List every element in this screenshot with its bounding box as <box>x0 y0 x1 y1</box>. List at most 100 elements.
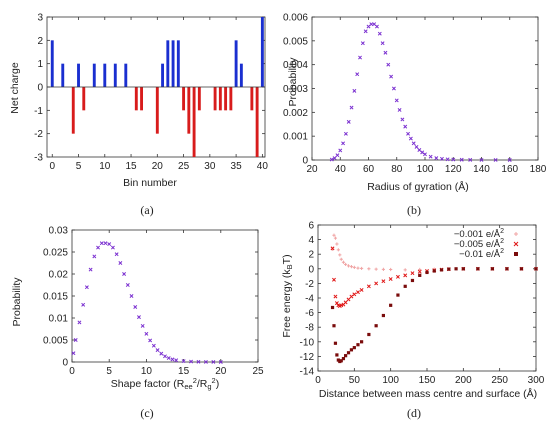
panel-c-point <box>181 359 186 364</box>
panel-d-point <box>330 246 335 251</box>
panel-c-xlabel-sub1: ee <box>184 382 192 391</box>
panel-b-point <box>445 157 450 162</box>
panel-b-point <box>479 157 484 162</box>
panel-b-point <box>358 55 362 60</box>
panel-d-point <box>381 267 385 271</box>
panel-a-y-tick-label: -1 <box>34 106 43 117</box>
panel-b-point <box>375 24 379 29</box>
panel-b-point <box>380 41 385 46</box>
panel-c-point <box>125 283 130 287</box>
panel-b-point <box>355 72 360 77</box>
panel-b-point <box>386 62 391 67</box>
panel-c-point <box>140 323 145 328</box>
panel-a-bar <box>176 40 180 87</box>
panel-d-point <box>417 269 422 274</box>
panel-d-legend-sup: 2 <box>500 238 504 245</box>
panel-c-point <box>174 358 179 363</box>
panel-d-point <box>344 262 348 267</box>
panel-c-x-tick-label: 0 <box>69 366 75 377</box>
panel-a-bar <box>124 63 128 87</box>
panel-a-bar <box>113 63 117 87</box>
panel-c-point <box>159 351 164 356</box>
panel-b-x-tick-label: 120 <box>445 164 462 175</box>
panel-b-point <box>335 153 340 158</box>
panel-c-y-tick-label: 0.005 <box>43 336 68 347</box>
panel-c-y-tick-label: 0 <box>62 358 68 369</box>
panel-c-point <box>189 359 193 364</box>
panel-a-bar <box>218 87 222 111</box>
panel-d-point <box>447 267 451 271</box>
panel-a-y-tick-label: 2 <box>37 36 43 47</box>
panel-b-point <box>360 41 365 46</box>
panel-d-ylabel: Free energy (kBT) <box>281 254 294 337</box>
panel-b-point <box>423 152 427 157</box>
panel-d-point <box>346 297 351 302</box>
panel-d-point <box>346 264 351 268</box>
panel-b-point <box>394 98 399 103</box>
panel-c-y-tick-label: 0.01 <box>49 314 69 325</box>
panel-b-point <box>428 154 433 159</box>
panel-c-point <box>114 252 119 257</box>
panel-a-bar <box>250 87 254 111</box>
panel-b-point <box>439 156 444 161</box>
panel-d-point <box>333 236 338 240</box>
panel-c-y-tick-label: 0.025 <box>43 248 68 259</box>
panel-d-legend-label: −0.01 e/Å2 <box>459 248 504 260</box>
panel-d-point <box>332 277 336 282</box>
panel-c-x-tick-label: 25 <box>252 366 264 377</box>
panel-c-x-tick-label: 10 <box>141 366 153 377</box>
panel-d-y-tick-label: 0 <box>308 264 314 275</box>
panel-c-x-tick-label: 15 <box>178 366 190 377</box>
panel-d-y-tick-label: -2 <box>305 279 314 290</box>
panel-a-bar <box>166 40 170 87</box>
panel-a-bar <box>187 87 191 134</box>
panel-c-xlabel-end: ) <box>216 378 220 390</box>
panel-d-point <box>505 267 509 271</box>
panel-d-point <box>367 332 371 337</box>
panel-d-point <box>356 266 360 270</box>
panel-b-scatter-chart: Probability Radius of gyration (Å) (b) 2… <box>283 13 547 218</box>
panel-c-plot-frame <box>71 229 259 363</box>
panel-b-y-tick-label: 0.001 <box>283 132 308 143</box>
panel-d-point <box>356 343 360 347</box>
panel-b-plot-frame <box>311 16 539 161</box>
panel-d-point <box>519 267 524 271</box>
panel-d-point <box>432 269 436 273</box>
panel-d-point <box>396 293 400 297</box>
panel-b-point <box>420 150 425 155</box>
panel-c-point <box>107 242 112 247</box>
panel-d-point <box>476 267 480 271</box>
panel-b-point <box>397 107 402 112</box>
panel-d-y-tick-label: -8 <box>305 323 314 334</box>
panel-d-legend-label: −0.001 e/Å2 <box>454 228 504 240</box>
panel-b-point <box>377 31 382 36</box>
panel-b-point <box>411 141 416 146</box>
panel-d-point <box>352 265 356 269</box>
panel-b-point <box>346 119 351 124</box>
panel-a-bar-chart: Net charge Bin number (a) 0 5 10 15 20 25 30 35… <box>9 13 268 218</box>
panel-a-x-tick-label: 15 <box>125 161 137 172</box>
panel-d-point <box>410 278 415 283</box>
panel-b-point <box>341 141 346 146</box>
panel-d-point <box>425 270 429 275</box>
panel-d-point <box>403 284 407 288</box>
panel-d-point <box>403 273 408 278</box>
panel-c-point <box>118 261 123 265</box>
panel-d-y-tick-label: -6 <box>305 308 314 319</box>
panel-a-bar <box>50 40 54 87</box>
panel-d-legend-text: −0.005 e/Å <box>454 239 501 250</box>
panel-d-x-tick-label: 50 <box>349 375 361 386</box>
panel-a-x-tick-label: 35 <box>231 161 243 172</box>
panel-a-x-tick-label: 5 <box>76 161 82 172</box>
panel-d-point <box>534 267 538 271</box>
panel-d-y-tick-label: -4 <box>305 294 314 305</box>
panel-c-xlabel: Shape factor (Ree2/Rg2) <box>111 376 219 391</box>
panel-d-point <box>335 242 339 246</box>
panel-c-point <box>144 331 149 336</box>
panel-a-x-tick-label: 20 <box>152 161 164 172</box>
panel-a-x-tick-label: 0 <box>49 161 55 172</box>
panel-d-ylabel-part1: Free energy (k <box>281 269 293 338</box>
panel-b-y-tick-label: 0.003 <box>283 84 308 95</box>
panel-d-point <box>381 279 386 284</box>
panel-a-bar <box>229 87 233 111</box>
